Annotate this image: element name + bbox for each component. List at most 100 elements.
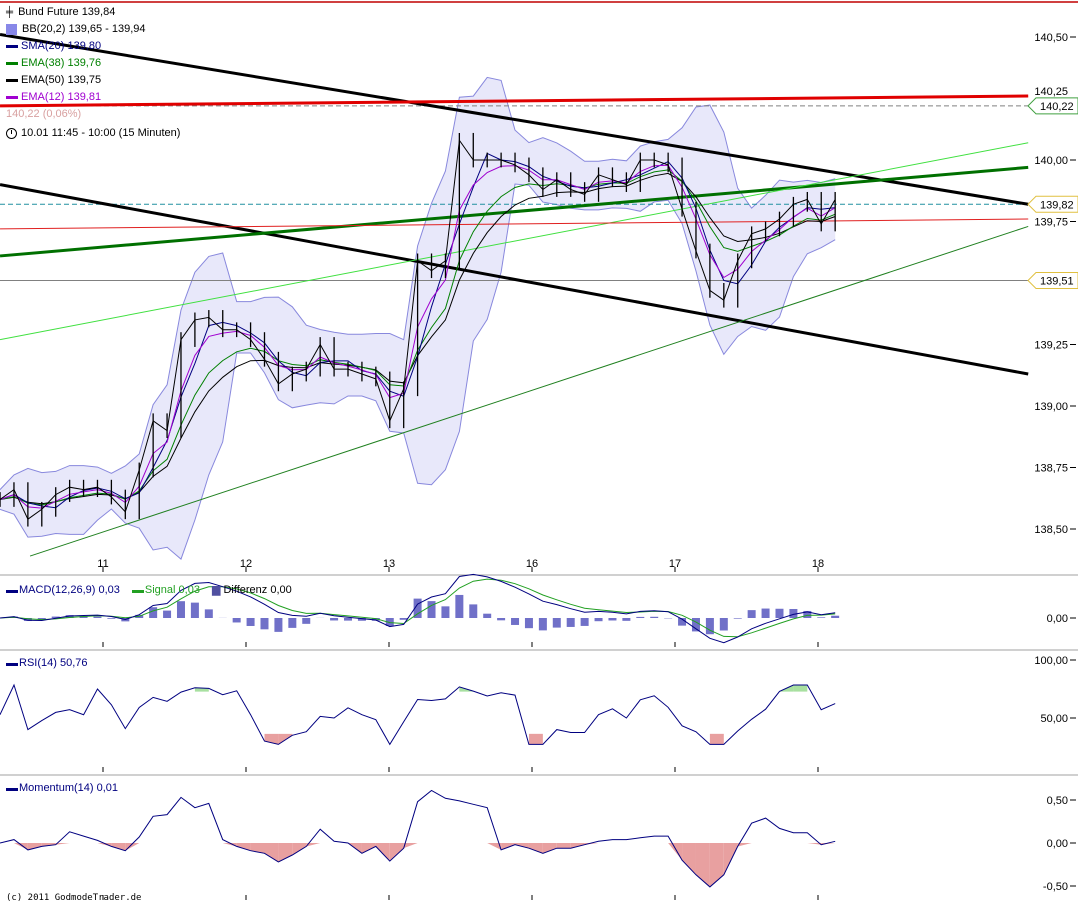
macd-histogram-bar bbox=[330, 618, 339, 621]
momentum-negative-fill bbox=[403, 843, 418, 849]
macd-histogram-bar bbox=[246, 618, 255, 626]
macd-histogram-bar bbox=[678, 618, 687, 626]
momentum-negative-fill bbox=[375, 843, 390, 862]
macd-histogram-bar bbox=[149, 607, 158, 618]
rsi-overbought-fill bbox=[793, 685, 808, 692]
price-line bbox=[0, 138, 836, 520]
rsi-line bbox=[0, 683, 836, 746]
momentum-negative-fill bbox=[55, 843, 70, 845]
main-plot bbox=[0, 33, 1029, 560]
macd-histogram-bar bbox=[65, 615, 74, 618]
macd-histogram-bar bbox=[302, 618, 311, 624]
macd-histogram-bar bbox=[608, 618, 617, 621]
momentum-negative-fill bbox=[306, 843, 321, 847]
momentum-negative-fill bbox=[97, 843, 112, 847]
legend-sma20: SMA(20) 139,80 bbox=[21, 40, 102, 52]
momentum-negative-fill bbox=[668, 843, 683, 861]
momentum-negative-fill bbox=[695, 843, 710, 887]
faded-price-label: 140,22 (0,06%) bbox=[6, 108, 82, 120]
macd-histogram-bar bbox=[260, 618, 269, 630]
macd-histogram-bar bbox=[817, 617, 826, 618]
macd-histogram-bar bbox=[775, 608, 784, 618]
rsi-legend: RSI(14) 50,76 bbox=[6, 657, 87, 669]
legend: ╪ Bund Future 139,84 BB(20,2) 139,65 - 13… bbox=[6, 4, 146, 123]
bb-swatch bbox=[6, 24, 17, 35]
price-badge-label: 139,51 bbox=[1040, 276, 1074, 288]
macd-histogram-bar bbox=[427, 601, 436, 618]
x-tick-label: 18 bbox=[812, 558, 824, 570]
macd-histogram-bar bbox=[747, 610, 756, 618]
momentum-negative-fill bbox=[250, 843, 265, 854]
momentum-negative-fill bbox=[222, 843, 237, 847]
timeframe: 10.01 11:45 - 10:00 (15 Minuten) bbox=[6, 127, 180, 139]
y-tick-label: 139,75 bbox=[1034, 217, 1068, 229]
y-tick-label: 140,50 bbox=[1034, 32, 1068, 44]
macd-swatch bbox=[6, 589, 18, 593]
macd-histogram-bar bbox=[497, 618, 506, 621]
rsi-label: RSI(14) 50,76 bbox=[19, 657, 88, 669]
macd-histogram-bar bbox=[580, 618, 589, 626]
y-tick-label: 0,00 bbox=[1047, 613, 1068, 625]
macd-histogram-bar bbox=[524, 618, 533, 629]
price-badge bbox=[1027, 272, 1078, 290]
macd-histogram-bar bbox=[719, 618, 728, 631]
trendline bbox=[29, 225, 1029, 557]
macd-histogram-bar bbox=[163, 610, 172, 618]
momentum-negative-fill bbox=[487, 843, 502, 850]
macd-legend: MACD(12,26,9) 0,03 Signal 0,03 ▆ Differe… bbox=[6, 583, 292, 596]
momentum-negative-fill bbox=[737, 843, 752, 847]
legend-instrument: Bund Future 139,84 bbox=[18, 6, 116, 18]
signal-label: Signal 0,03 bbox=[144, 583, 200, 596]
y-tick-label: 138,50 bbox=[1034, 524, 1068, 536]
momentum-negative-fill bbox=[556, 843, 571, 849]
momentum-negative-fill bbox=[528, 843, 543, 854]
signal-swatch bbox=[131, 589, 144, 593]
macd-histogram-bar bbox=[190, 602, 199, 618]
price-badge bbox=[1027, 195, 1078, 213]
macd-histogram-bar bbox=[385, 618, 394, 626]
x-tick-label: 11 bbox=[97, 558, 108, 570]
price-badge-label: 140,22 bbox=[1040, 101, 1074, 113]
timeframe-label: 10.01 11:45 - 10:00 (15 Minuten) bbox=[21, 127, 181, 139]
y-tick-label: 0,50 bbox=[1047, 795, 1068, 807]
momentum-negative-fill bbox=[13, 843, 28, 850]
histogram-icon: ▆ bbox=[211, 584, 221, 596]
macd-histogram-bar bbox=[176, 601, 185, 618]
momentum-negative-fill bbox=[682, 843, 696, 875]
clock-icon bbox=[6, 127, 17, 139]
trendline bbox=[0, 94, 1029, 108]
y-tick-label: 50,00 bbox=[1040, 713, 1068, 725]
macd-histogram-bar bbox=[511, 618, 520, 625]
macd-line bbox=[0, 573, 836, 644]
copyright: (c) 2011 GodmodeTrader.de bbox=[6, 893, 142, 903]
macd-histogram-bar bbox=[93, 616, 102, 618]
momentum-negative-fill bbox=[236, 843, 251, 851]
bollinger-lower bbox=[0, 183, 836, 560]
momentum-line bbox=[0, 789, 836, 888]
macd-histogram-bar bbox=[552, 618, 561, 628]
candlestick-icon: ╪ bbox=[6, 7, 14, 18]
sma-swatch bbox=[6, 45, 18, 48]
ema38-swatch bbox=[6, 62, 18, 65]
momentum-label: Momentum(14) 0,01 bbox=[19, 782, 119, 794]
rsi-swatch bbox=[6, 663, 18, 666]
trendline bbox=[0, 218, 1029, 230]
x-tick-label: 13 bbox=[383, 558, 395, 570]
y-tick-label: 100,00 bbox=[1034, 655, 1068, 667]
macd-histogram-bar bbox=[274, 618, 283, 632]
macd-histogram-bar bbox=[789, 608, 798, 618]
macd-histogram-bar bbox=[733, 618, 742, 619]
macd-histogram-bar bbox=[413, 598, 422, 618]
price-badge-label: 139,82 bbox=[1040, 199, 1074, 211]
y-tick-label: 0,00 bbox=[1047, 838, 1068, 850]
macd-histogram-bar bbox=[399, 618, 408, 620]
macd-histogram-bar bbox=[538, 618, 547, 631]
legend-bb: BB(20,2) 139,65 - 139,94 bbox=[22, 23, 146, 35]
y-tick-label: 139,25 bbox=[1034, 340, 1068, 352]
macd-histogram-bar bbox=[204, 609, 213, 618]
momentum-negative-fill bbox=[111, 843, 126, 851]
rsi-oversold-fill bbox=[528, 733, 543, 745]
macd-histogram-bar bbox=[37, 618, 46, 620]
y-tick-label: 139,00 bbox=[1034, 401, 1068, 413]
